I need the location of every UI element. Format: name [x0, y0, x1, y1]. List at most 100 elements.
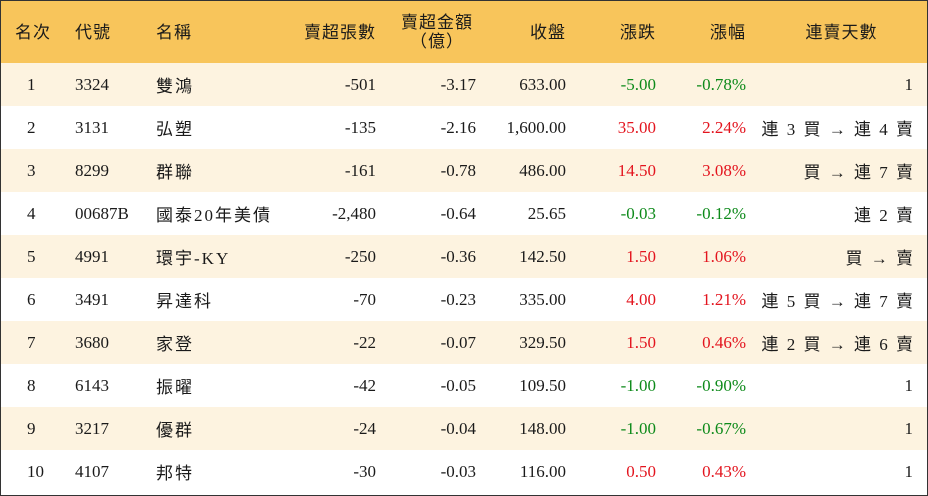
header-change: 漲跌 — [620, 22, 656, 42]
cell-streak: 買 → 賣 — [845, 249, 915, 268]
cell-change: 1.50 — [626, 246, 656, 266]
cell-rank: 8 — [27, 375, 36, 395]
cell-name: 環宇-KY — [156, 249, 231, 268]
cell-change-pct: -0.67% — [696, 418, 746, 438]
cell-net-sell-amount: -0.64 — [440, 203, 476, 223]
cell-rank: 3 — [27, 160, 36, 180]
cell-net-sell-lots: -135 — [344, 117, 376, 137]
cell-net-sell-lots: -2,480 — [332, 203, 376, 223]
cell-net-sell-lots: -22 — [353, 332, 376, 352]
cell-code: 3491 — [75, 289, 109, 309]
cell-code: 8299 — [75, 160, 109, 180]
cell-rank: 7 — [27, 332, 36, 352]
cell-code: 3217 — [75, 418, 109, 438]
cell-change-pct: 3.08% — [702, 160, 746, 180]
cell-rank: 5 — [27, 246, 36, 266]
cell-close: 25.65 — [527, 203, 566, 223]
cell-close: 329.50 — [519, 332, 566, 352]
header-name: 名稱 — [156, 22, 192, 42]
cell-name: 國泰20年美債 — [156, 206, 272, 225]
header-streak: 連賣天數 — [805, 22, 878, 42]
cell-net-sell-lots: -42 — [353, 375, 376, 395]
table-row: 2 3131 弘塑 -135 -2.16 1,600.00 35.00 2.24% 連 3 買 … — [1, 106, 927, 149]
cell-change-pct: 0.43% — [702, 461, 746, 481]
cell-rank: 9 — [27, 418, 36, 438]
cell-code: 4991 — [75, 246, 109, 266]
cell-change: -1.00 — [620, 418, 656, 438]
cell-net-sell-lots: -501 — [344, 74, 376, 94]
header-close: 收盤 — [530, 22, 566, 42]
cell-change: -5.00 — [620, 74, 656, 94]
table-row: 8 6143 振曜 -42 -0.05 109.50 -1.00 -0.90% 1 — [1, 364, 927, 407]
cell-net-sell-amount: -3.17 — [440, 74, 476, 94]
cell-change-pct: -0.12% — [696, 203, 746, 223]
cell-name: 雙鴻 — [156, 77, 194, 96]
table-row: 1 3324 雙鴻 -501 -3.17 633.00 -5.00 -0.78% 1 — [1, 63, 927, 106]
cell-net-sell-amount: -0.78 — [440, 160, 476, 180]
cell-close: 486.00 — [519, 160, 566, 180]
cell-rank: 4 — [27, 203, 36, 223]
cell-change: 14.50 — [617, 160, 656, 180]
cell-net-sell-lots: -250 — [344, 246, 376, 266]
cell-change: 4.00 — [626, 289, 656, 309]
cell-net-sell-lots: -70 — [353, 289, 376, 309]
cell-close: 148.00 — [519, 418, 566, 438]
cell-change: -1.00 — [620, 375, 656, 395]
cell-streak: 1 — [904, 375, 915, 395]
cell-name: 昇達科 — [156, 292, 213, 311]
cell-streak: 1 — [904, 418, 915, 438]
cell-streak: 1 — [904, 461, 915, 481]
cell-net-sell-amount: -0.03 — [440, 461, 476, 481]
cell-change-pct: 1.06% — [702, 246, 746, 266]
cell-streak: 連 5 買 → 連 7 賣 — [761, 292, 915, 311]
cell-rank: 2 — [27, 117, 36, 137]
cell-streak: 買 → 連 7 賣 — [803, 163, 915, 182]
cell-name: 群聯 — [156, 163, 194, 182]
header-net-sell-amount: 賣超金額 （億） — [376, 1, 476, 63]
cell-code: 3680 — [75, 332, 109, 352]
cell-streak: 1 — [904, 74, 915, 94]
cell-net-sell-lots: -30 — [353, 461, 376, 481]
cell-name: 振曜 — [156, 378, 194, 397]
cell-code: 3324 — [75, 74, 109, 94]
cell-net-sell-amount: -2.16 — [440, 117, 476, 137]
cell-close: 142.50 — [519, 246, 566, 266]
cell-net-sell-amount: -0.07 — [440, 332, 476, 352]
table-row: 6 3491 昇達科 -70 -0.23 335.00 4.00 1.21% 連 5 買 → 連… — [1, 278, 927, 321]
cell-close: 109.50 — [519, 375, 566, 395]
table-row: 9 3217 優群 -24 -0.04 148.00 -1.00 -0.67% 1 — [1, 407, 927, 450]
table-row: 10 4107 邦特 -30 -0.03 116.00 0.50 0.43% 1 — [1, 450, 927, 493]
table-header-row: 名次 代號 名稱 賣超張數 賣超金額 （億） 收盤 漲跌 漲幅 連賣天數 — [1, 1, 927, 63]
cell-close: 116.00 — [519, 461, 566, 481]
cell-change-pct: -0.90% — [696, 375, 746, 395]
header-change-pct: 漲幅 — [710, 22, 746, 42]
cell-code: 3131 — [75, 117, 109, 137]
cell-code: 4107 — [75, 461, 109, 481]
cell-name: 弘塑 — [156, 120, 194, 139]
cell-rank: 1 — [27, 74, 36, 94]
cell-streak: 連 3 買 → 連 4 賣 — [761, 120, 915, 139]
cell-rank: 6 — [27, 289, 36, 309]
cell-name: 優群 — [156, 421, 194, 440]
cell-close: 633.00 — [519, 74, 566, 94]
cell-net-sell-lots: -161 — [344, 160, 376, 180]
table-row: 3 8299 群聯 -161 -0.78 486.00 14.50 3.08% 買 → 連 7 … — [1, 149, 927, 192]
header-net-sell-lots: 賣超張數 — [304, 22, 376, 42]
cell-streak: 連 2 賣 — [854, 206, 915, 225]
cell-change: 35.00 — [617, 117, 656, 137]
table-row: 7 3680 家登 -22 -0.07 329.50 1.50 0.46% 連 2 買 → 連 … — [1, 321, 927, 364]
cell-change: 1.50 — [626, 332, 656, 352]
cell-net-sell-lots: -24 — [353, 418, 376, 438]
cell-change-pct: -0.78% — [696, 74, 746, 94]
cell-rank: 10 — [27, 461, 44, 481]
header-rank: 名次 — [15, 22, 51, 42]
table-row: 5 4991 環宇-KY -250 -0.36 142.50 1.50 1.06% 買 → 賣 — [1, 235, 927, 278]
header-net-sell-amount-line2: （億） — [410, 32, 464, 51]
cell-net-sell-amount: -0.05 — [440, 375, 476, 395]
header-net-sell-amount-line1: 賣超金額 — [401, 13, 473, 32]
header-code: 代號 — [75, 22, 111, 42]
cell-change: 0.50 — [626, 461, 656, 481]
cell-name: 家登 — [156, 335, 194, 354]
